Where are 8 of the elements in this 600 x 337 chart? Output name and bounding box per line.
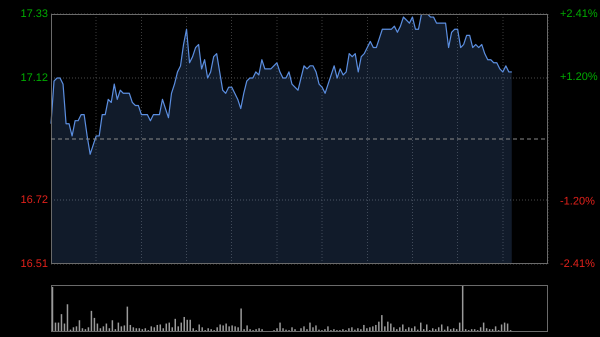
y2-tick-label: -1.20% bbox=[560, 195, 596, 208]
y-tick-label: 16.72 bbox=[20, 194, 48, 206]
y-tick-label: 16.51 bbox=[20, 258, 48, 270]
y-tick-label: 17.12 bbox=[20, 72, 48, 84]
y2-tick-label: -2.41% bbox=[560, 258, 596, 270]
y-tick-label: 17.33 bbox=[20, 8, 48, 20]
y2-tick-label: +1.20% bbox=[560, 70, 598, 83]
y2-tick-label: +2.41% bbox=[560, 8, 598, 20]
